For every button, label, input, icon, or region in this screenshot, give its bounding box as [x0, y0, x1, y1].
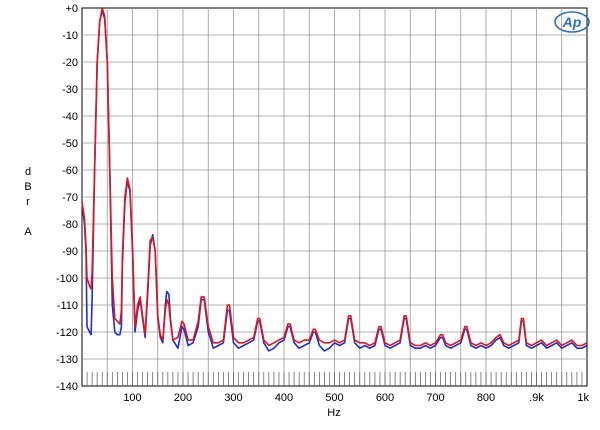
y-tick-label: -40: [62, 111, 78, 123]
series-line-2: [81, 7, 588, 347]
x-tick-label: 300: [224, 392, 242, 404]
y-tick-label: -50: [62, 138, 78, 150]
y-tick-label: -20: [62, 57, 78, 69]
y-tick-label: -130: [56, 354, 78, 366]
y-tick-label: -120: [56, 327, 78, 339]
ap-logo-text: Ap: [562, 14, 582, 30]
x-tick-label: 200: [174, 392, 192, 404]
x-tick-label: .9k: [529, 392, 544, 404]
y-tick-label: -140: [56, 381, 78, 393]
x-minor-ticks: [86, 372, 583, 386]
y-tick-label: +0: [65, 3, 78, 15]
grid-lines: [82, 8, 587, 386]
ap-logo-oval: [554, 11, 590, 33]
y-tick-label: -90: [62, 246, 78, 258]
x-tick-label: 100: [123, 392, 141, 404]
x-tick-label: 400: [275, 392, 293, 404]
x-tick-labels: 100 200 300 400 500 600 700 800 .9k 1k: [123, 392, 589, 404]
y-tick-label: -30: [62, 84, 78, 96]
x-tick-label: 1k: [577, 392, 589, 404]
x-axis-title: Hz: [327, 407, 340, 419]
x-tick-label: 700: [426, 392, 444, 404]
y-tick-label: -80: [62, 219, 78, 231]
y-tick-label: -60: [62, 165, 78, 177]
y-tick-label: -100: [56, 273, 78, 285]
y-tick-label: -10: [62, 30, 78, 42]
y-axis-title-letter: d: [25, 166, 31, 178]
y-axis-title-letter: A: [24, 226, 32, 238]
ap-logo: Ap: [554, 11, 590, 33]
y-axis-title-letter: B: [24, 181, 31, 193]
y-tick-label: -110: [57, 300, 78, 312]
x-tick-label: 500: [325, 392, 343, 404]
y-axis-title: dBr A: [24, 166, 32, 238]
y-axis-title-letter: r: [26, 196, 30, 208]
y-tick-label: -70: [62, 192, 78, 204]
series-lines: [81, 7, 588, 352]
y-tick-labels: +0 -10 -20 -30 -40 -50 -60 -70 -80 -90 -100 -110 -12…: [56, 3, 78, 393]
x-tick-label: 800: [477, 392, 495, 404]
x-tick-label: 600: [376, 392, 394, 404]
